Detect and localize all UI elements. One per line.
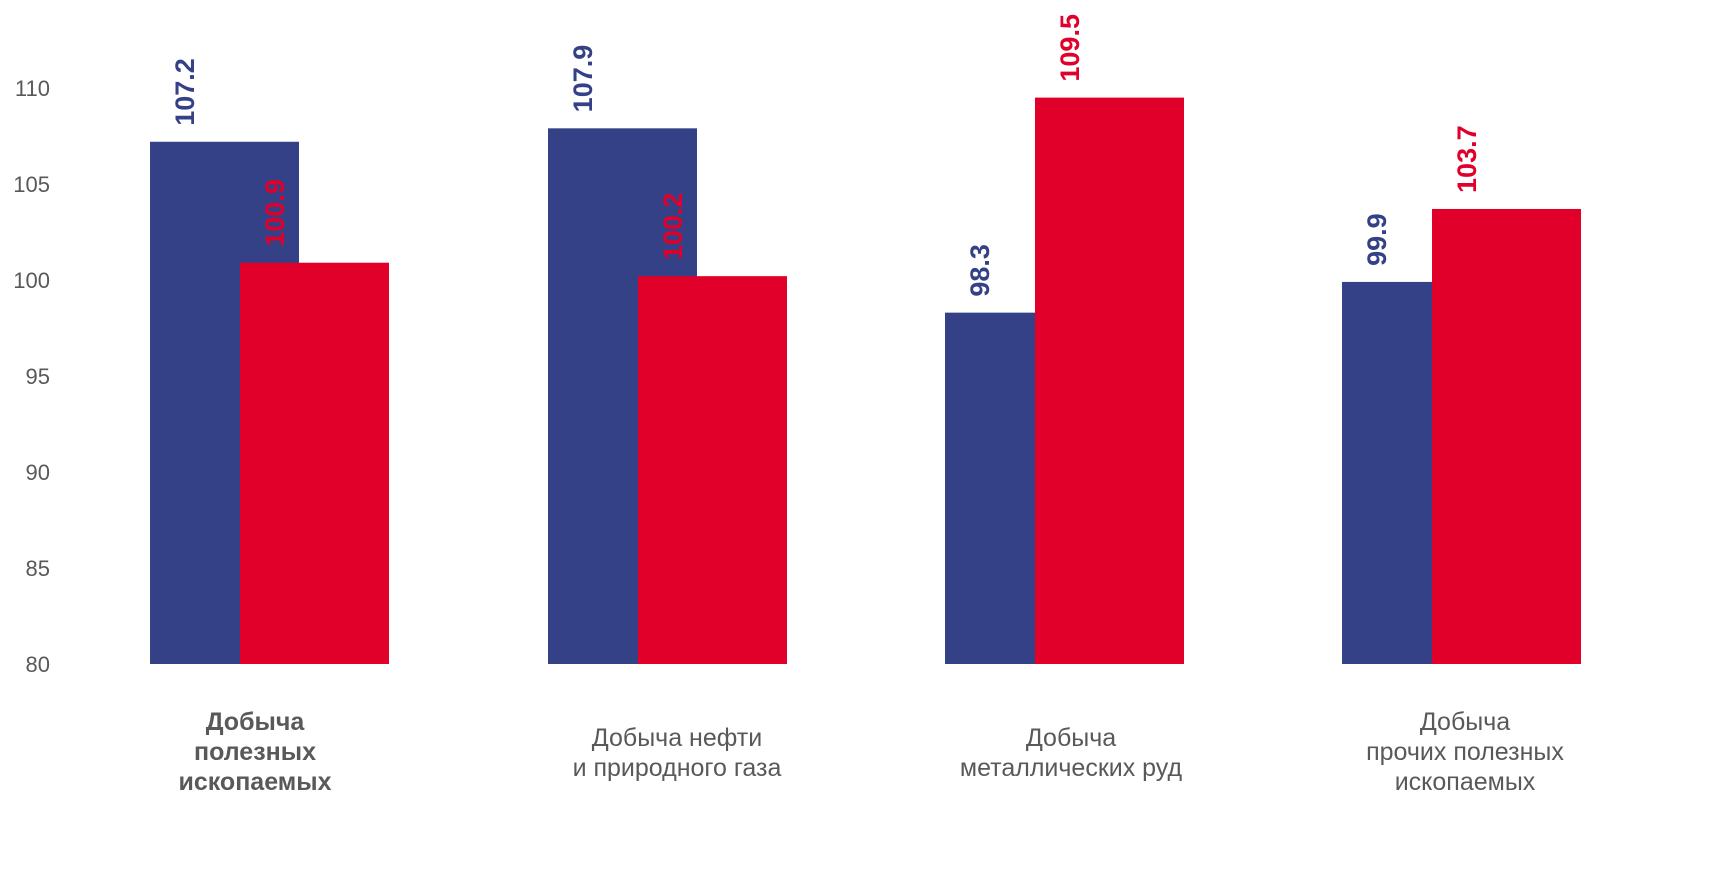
data-label: 107.9 (568, 45, 598, 113)
data-label: 107.2 (170, 58, 200, 126)
y-tick-label: 105 (13, 172, 50, 197)
data-label: 100.2 (658, 193, 688, 261)
data-label: 98.3 (965, 244, 995, 297)
bar-series-2-category-4 (1432, 208, 1581, 664)
category-label: Добыча нефти и природного газа (572, 724, 782, 782)
bar-series-2-category-1 (240, 262, 389, 664)
data-label: 109.5 (1055, 14, 1085, 82)
category-label: Добыча металлических руд (959, 724, 1183, 782)
y-tick-label: 85 (26, 556, 50, 581)
category-label: Добыча полезных ископаемых (178, 708, 332, 796)
bar-series-2-category-3 (1035, 97, 1184, 665)
category-label: Добыча прочих полезных ископаемых (1366, 708, 1564, 796)
y-tick-label: 90 (26, 460, 50, 485)
bar-series-2-category-2 (638, 276, 787, 664)
data-label: 99.9 (1362, 213, 1392, 266)
data-label: 100.9 (260, 179, 290, 247)
y-tick-label: 110 (15, 76, 50, 101)
y-tick-label: 100 (13, 268, 50, 293)
y-tick-label: 80 (26, 652, 50, 677)
data-label: 103.7 (1452, 125, 1482, 193)
y-tick-label: 95 (26, 364, 50, 389)
